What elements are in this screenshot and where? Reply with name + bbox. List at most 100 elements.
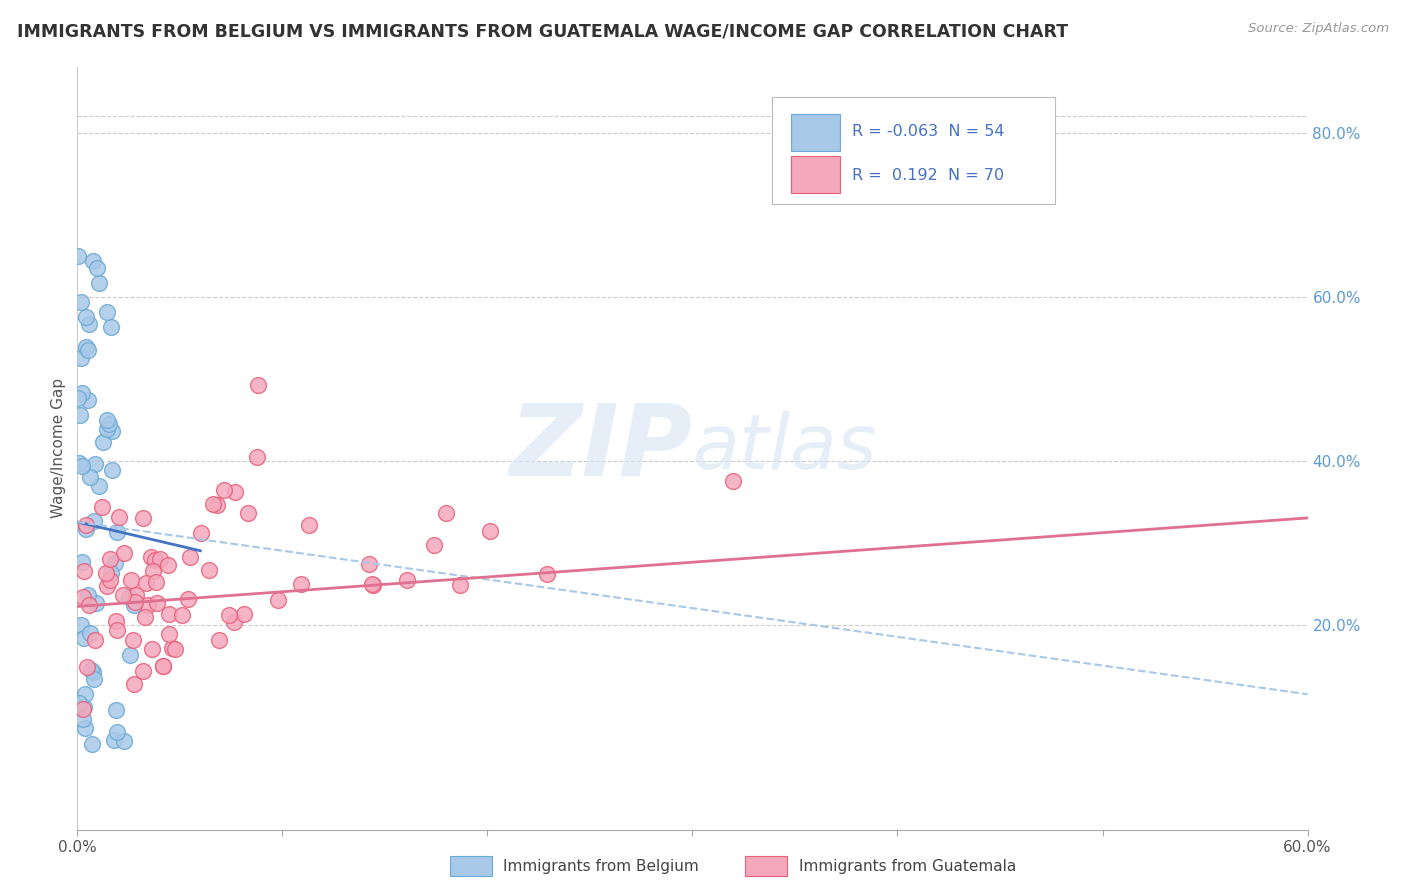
Point [120,648,142,662]
Point [70,295,93,310]
Point [73,564,96,578]
Text: ZIP: ZIP [509,400,693,497]
Point [96,413,118,427]
Point [157,607,180,622]
Point [145,575,167,590]
Point [478,524,501,538]
Point [105,524,128,539]
Point [111,588,134,602]
Text: R =  0.192  N = 70: R = 0.192 N = 70 [852,168,1004,183]
Point [67,391,90,405]
Point [112,734,135,748]
FancyBboxPatch shape [792,114,841,151]
Point [122,599,145,613]
Point [83,514,105,528]
Point [165,642,187,657]
Point [76,392,98,407]
Point [67,696,90,710]
Point [170,608,193,623]
Point [100,319,122,334]
Point [218,607,240,622]
Point [298,518,321,533]
Point [75,517,97,532]
Point [98,417,121,431]
Point [135,575,157,590]
Point [266,593,288,607]
Point [70,386,93,401]
Point [146,596,169,610]
Point [100,566,122,580]
Point [75,310,97,324]
Point [361,578,384,592]
Text: Source: ZipAtlas.com: Source: ZipAtlas.com [1249,22,1389,36]
Point [132,511,155,525]
Point [108,509,131,524]
Point [132,664,155,678]
Point [72,712,94,726]
Point [208,632,231,647]
Point [101,463,124,477]
Point [90,500,112,514]
Point [361,577,384,591]
Point [423,537,446,551]
Point [80,737,103,751]
Point [86,261,108,276]
Point [112,546,135,560]
Point [105,703,128,717]
Point [120,573,142,587]
Point [434,506,457,520]
Point [105,624,128,638]
Point [72,702,94,716]
Point [143,553,166,567]
Point [122,677,145,691]
Point [89,479,111,493]
Point [72,590,94,604]
Text: Immigrants from Guatemala: Immigrants from Guatemala [799,859,1017,873]
Point [118,591,141,605]
Point [723,474,745,488]
Point [69,408,91,422]
Point [76,660,98,674]
Point [82,665,104,679]
Point [77,599,100,613]
Point [179,549,201,564]
Point [84,596,107,610]
Point [80,663,103,677]
Y-axis label: Wage/Income Gap: Wage/Income Gap [51,378,66,518]
Point [536,566,558,581]
Point [162,640,184,655]
Point [84,632,107,647]
Point [212,483,235,498]
Point [70,555,93,569]
Point [142,564,165,578]
Point [79,626,101,640]
Point [70,351,93,365]
Point [87,276,110,290]
Point [141,550,163,565]
Point [75,721,97,735]
Text: R = -0.063  N = 54: R = -0.063 N = 54 [852,124,1005,139]
Point [157,627,180,641]
Text: atlas: atlas [693,411,877,485]
Point [177,592,200,607]
Point [98,552,121,566]
Point [190,525,212,540]
Point [77,343,100,357]
Point [96,422,118,436]
Point [75,522,97,536]
Point [152,658,174,673]
FancyBboxPatch shape [772,97,1056,204]
Point [122,633,145,648]
Point [101,424,124,438]
Point [157,558,180,572]
Point [98,574,121,588]
FancyBboxPatch shape [792,156,841,193]
Point [290,577,312,591]
Text: IMMIGRANTS FROM BELGIUM VS IMMIGRANTS FROM GUATEMALA WAGE/INCOME GAP CORRELATION: IMMIGRANTS FROM BELGIUM VS IMMIGRANTS FR… [17,22,1069,40]
Point [395,573,418,587]
Point [75,688,97,702]
Point [103,557,125,571]
Point [149,552,172,566]
Point [79,470,101,484]
Point [83,458,105,472]
